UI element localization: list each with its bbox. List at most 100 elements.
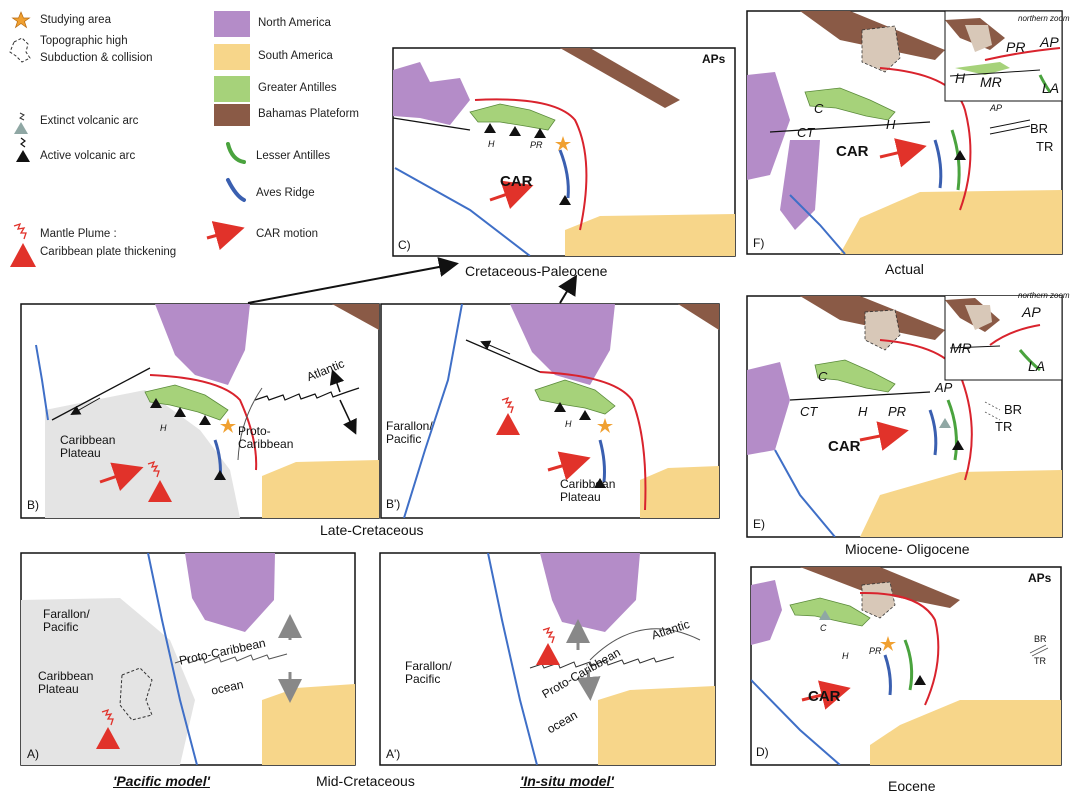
panel-b-prime: [380, 303, 720, 519]
pacific-trench: [35, 344, 49, 421]
panel-f-tag: F): [753, 236, 765, 250]
caption-miocene-oligocene: Miocene- Oligocene: [845, 541, 970, 557]
caribbean-plateau-area: [21, 598, 195, 765]
study-area-star: [555, 136, 571, 151]
pacific-trench: [394, 167, 531, 256]
north-america-landmass: [747, 362, 790, 455]
proto-caribbean-rift: [174, 653, 288, 664]
legend-label-plume: Mantle Plume :: [40, 228, 117, 240]
legend-label-topographic: Topographic high: [40, 35, 128, 47]
car-label: CAR: [828, 438, 861, 455]
north-america-landmass: [393, 62, 470, 125]
legend-label-aves-ridge: Aves Ridge: [256, 187, 315, 199]
panel-e: [746, 295, 1063, 538]
aves-plateau-label: AP: [935, 380, 953, 395]
purple-box-icon: [214, 11, 250, 37]
zoom-mona-rift-label: MR: [980, 74, 1002, 90]
legend-label-south-america: South America: [258, 50, 333, 62]
pacific-trench: [147, 553, 198, 765]
subduction-zone: [474, 98, 588, 231]
panel-b: [20, 303, 380, 519]
topographic-high: [861, 25, 901, 73]
caption-actual: Actual: [885, 261, 924, 277]
northern-zoom-title: northern zoom: [1018, 14, 1070, 23]
farallon-label: Farallon/ Pacific: [405, 659, 452, 686]
arrow-b2-to-c: [558, 274, 578, 304]
green-box-icon: [214, 76, 250, 102]
cayman-trough-label: CT: [797, 125, 815, 140]
south-america-landmass: [870, 700, 1061, 765]
legend-label-extinct-arc: Extinct volcanic arc: [40, 115, 139, 127]
black-triangle-icon: [16, 137, 30, 162]
south-america-landmass: [840, 190, 1062, 254]
subduction-zone: [859, 591, 940, 706]
legend-label-north-america: North America: [258, 17, 331, 29]
greater-antilles: [814, 359, 896, 393]
yellow-box-icon: [214, 44, 250, 70]
caption-eocene: Eocene: [888, 778, 936, 794]
bahamas-platform: [332, 304, 379, 330]
transform-fault: [393, 117, 471, 131]
north-america-landmass: [510, 304, 615, 385]
barbados-ridge-label: BR: [1030, 121, 1049, 136]
greater-antilles: [469, 103, 556, 131]
mantle-plume-triangle: [96, 727, 120, 749]
panel-a: [20, 552, 356, 766]
barbados-ridge-label: BR: [1004, 402, 1023, 417]
panel-c: [392, 47, 736, 257]
pacific-trench: [789, 194, 846, 254]
transform-fault: [789, 391, 931, 401]
north-america-landmass: [747, 72, 790, 180]
subduction-zone: [539, 371, 647, 511]
zoom-lesser-antilles-label: LA: [1028, 358, 1046, 374]
legend-label-active-arc: Active volcanic arc: [40, 150, 136, 162]
cuba-label: C: [820, 623, 827, 633]
zoom-lesser-antilles-label: LA: [1042, 80, 1060, 96]
legend-label-lesser-antilles: Lesser Antilles: [256, 150, 331, 162]
south-america-landmass: [860, 470, 1062, 537]
car-label: CAR: [836, 143, 869, 160]
south-america-landmass: [598, 686, 715, 765]
topographic-high: [861, 581, 896, 619]
south-america-landmass: [640, 466, 719, 518]
arrow-b-to-c: [247, 257, 459, 304]
bahamas-platform: [678, 304, 719, 330]
tobago-ridge-label: TR: [1034, 656, 1046, 666]
car-label: CAR: [500, 173, 533, 190]
pacific-trench: [487, 553, 538, 765]
farallon-label: Farallon/ Pacific: [386, 419, 433, 446]
caption-late-cretaceous: Late-Cretaceous: [320, 522, 424, 538]
caption-pacific-model: 'Pacific model': [113, 773, 210, 789]
subduction-zone: [879, 67, 972, 211]
zoom-aves-plateau-label: AP: [1040, 34, 1059, 50]
panel-b-prime-tag: B'): [386, 497, 401, 511]
puerto-rico-label: PR: [869, 646, 882, 656]
south-america-landmass: [262, 460, 379, 518]
cayman-trough-label: CT: [800, 404, 818, 419]
panel-a-prime: [379, 552, 716, 766]
proto-caribbean-label: Proto- Caribbean: [238, 424, 294, 451]
legend-label-bahamas: Bahamas Plateform: [258, 108, 359, 120]
panel-e-tag: E): [753, 517, 765, 531]
aves-ridge: [928, 409, 938, 456]
transform-fault: [465, 339, 541, 373]
panel-b-tag: B): [27, 498, 39, 512]
north-america-landmass: [155, 304, 250, 385]
south-america-landmass: [565, 214, 735, 256]
aves-plateau-label: AP: [990, 103, 1003, 113]
puerto-rico-label: PR: [888, 404, 907, 419]
grey-triangle-icon: [14, 112, 28, 134]
hispaniola-label: H: [858, 404, 868, 419]
red-arrow-icon: [206, 221, 245, 251]
cuba-label: C: [818, 369, 828, 384]
legend-label-thickening: Caribbean plate thickening: [40, 246, 177, 258]
zoom-puerto-rico-label: PR: [1006, 39, 1026, 55]
blue-arc-icon: [226, 178, 246, 202]
aves-ridge: [883, 654, 892, 696]
zoom-hispaniola-label: H: [955, 70, 966, 86]
brown-box-icon: [214, 104, 250, 126]
caribbean-plateau-label: Caribbean Plateau: [38, 669, 94, 696]
transform-fault: [51, 367, 151, 421]
bahamas-platform: [560, 48, 680, 108]
dashed-outline-icon: [9, 37, 31, 63]
